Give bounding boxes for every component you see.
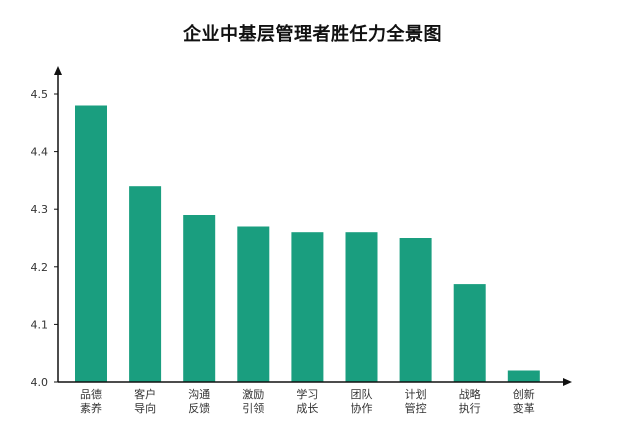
y-tick-label: 4.2 (31, 261, 49, 274)
category-label-0: 品德素养 (80, 387, 102, 415)
y-tick-label: 4.1 (31, 318, 49, 331)
category-label-1: 客户导向 (134, 387, 156, 415)
category-label-5: 团队协作 (351, 387, 373, 415)
bar-1 (129, 186, 162, 382)
y-axis-arrow (54, 66, 62, 75)
bar-0 (75, 105, 107, 382)
bar-4 (291, 232, 324, 382)
chart-title: 企业中基层管理者胜任力全景图 (183, 24, 442, 45)
y-tick-label: 4.5 (31, 88, 49, 101)
bar-2 (183, 215, 216, 382)
bar-8 (507, 370, 540, 382)
y-tick-label: 4.4 (31, 146, 49, 159)
category-label-7: 战略执行 (459, 387, 481, 415)
y-tick-label: 4.0 (31, 376, 49, 389)
category-label-3: 激励引领 (242, 387, 264, 415)
category-label-2: 沟通反馈 (188, 388, 210, 415)
category-label-4: 学习成长 (296, 387, 318, 415)
x-axis-arrow (563, 378, 572, 386)
bar-5 (345, 232, 378, 382)
bar-6 (399, 238, 432, 382)
category-label-6: 计划管控 (405, 388, 427, 415)
category-label-8: 创新变革 (513, 387, 535, 415)
bar-7 (453, 284, 486, 382)
y-tick-label: 4.3 (31, 203, 49, 216)
bar-3 (237, 226, 270, 382)
